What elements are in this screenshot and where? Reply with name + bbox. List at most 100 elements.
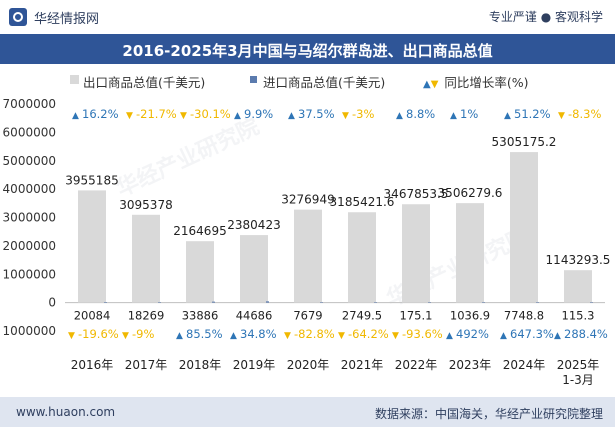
down-arrow-icon: ▼ <box>558 111 565 121</box>
footer-website: www.huaon.com <box>16 405 116 419</box>
export-value-label: 2164695 <box>173 224 226 238</box>
export-growth-label: 8.8% <box>406 107 435 121</box>
legend-export: 出口商品总值(千美元) <box>70 72 205 91</box>
export-value-label: 3095378 <box>119 198 172 212</box>
huajing-logo-icon <box>9 8 27 26</box>
export-bar <box>78 190 106 303</box>
y-tick-label: 3000000 <box>3 211 56 225</box>
import-bar <box>428 302 431 303</box>
down-arrow-icon: ▼ <box>180 111 187 121</box>
down-arrow-icon: ▼ <box>126 111 133 121</box>
down-arrow-icon: ▼ <box>338 331 345 341</box>
export-bar <box>186 241 214 303</box>
import-bar <box>482 302 485 303</box>
import-bar <box>104 302 107 303</box>
y-tick-label: 5000000 <box>3 154 56 168</box>
x-tick-label: 2024年 <box>503 358 546 372</box>
export-value-label: 3506279.6 <box>438 186 503 200</box>
export-value-label: 2380423 <box>227 218 280 232</box>
import-bar <box>374 302 377 303</box>
x-tick-label: 2025年 <box>557 358 600 372</box>
up-arrow-icon: ▲ <box>500 331 507 341</box>
up-arrow-icon: ▲ <box>176 331 183 341</box>
x-tick-label: 2019年 <box>233 358 276 372</box>
import-value-label: 7748.8 <box>504 309 544 323</box>
import-growth-label: 492% <box>456 327 489 341</box>
down-arrow-icon: ▼ <box>284 331 291 341</box>
x-tick-label: 2018年 <box>179 358 222 372</box>
legend-growth-label: 同比增长率(%) <box>444 75 529 90</box>
top-bar: 华经情报网 专业严谨 ● 客观科学 <box>0 0 615 34</box>
export-growth-label: 9.9% <box>244 107 273 121</box>
import-bar <box>158 302 161 303</box>
down-arrow-icon: ▼ <box>392 331 399 341</box>
import-growth-label: 85.5% <box>186 327 223 341</box>
import-growth-label: -93.6% <box>402 327 443 341</box>
up-arrow-icon: ▲ <box>72 111 79 121</box>
legend-import-label: 进口商品总值(千美元) <box>263 75 386 90</box>
y-tick-label: 7000000 <box>3 97 56 111</box>
down-arrow-icon: ▼ <box>122 331 129 341</box>
up-arrow-icon: ▲ <box>234 111 241 121</box>
export-value-label: 1143293.5 <box>546 253 611 267</box>
up-arrow-icon: ▲ <box>288 111 295 121</box>
import-bar <box>590 302 593 303</box>
export-swatch <box>70 75 79 84</box>
import-growth-label: -82.8% <box>294 327 335 341</box>
export-value-label: 5305175.2 <box>492 135 557 149</box>
y-tick-label: 1000000 <box>3 267 56 281</box>
import-growth-label: -19.6% <box>78 327 119 341</box>
export-bar <box>240 235 268 303</box>
legend-import: 进口商品总值(千美元) <box>250 72 385 91</box>
import-value-label: 20084 <box>74 309 111 323</box>
import-bar <box>212 301 215 303</box>
export-growth-label: 51.2% <box>514 107 551 121</box>
legend-export-label: 出口商品总值(千美元) <box>83 75 206 90</box>
export-bar <box>510 152 538 303</box>
up-arrow-icon: ▲ <box>423 79 431 90</box>
import-value-label: 115.3 <box>562 309 595 323</box>
export-value-label: 3467853.5 <box>384 187 449 201</box>
export-bar <box>402 204 430 303</box>
import-value-label: 44686 <box>236 309 273 323</box>
import-bar <box>266 301 269 303</box>
import-growth-label: 288.4% <box>564 327 608 341</box>
down-arrow-icon: ▼ <box>68 331 75 341</box>
export-bar <box>348 212 376 303</box>
x-tick-label: 2017年 <box>125 358 168 372</box>
up-arrow-icon: ▲ <box>504 111 511 121</box>
export-value-label: 3955185 <box>65 173 118 187</box>
export-bar <box>456 203 484 303</box>
x-tick-label: 2023年 <box>449 358 492 372</box>
import-value-label: 18269 <box>128 309 165 323</box>
chart-title: 2016-2025年3月中国与马绍尔群岛进、出口商品总值 <box>122 42 493 60</box>
up-arrow-icon: ▲ <box>450 111 457 121</box>
footer-source: 数据来源：中国海关，华经产业研究院整理 <box>374 407 603 421</box>
import-value-label: 2749.5 <box>342 309 382 323</box>
export-value-label: 3185421.6 <box>330 195 395 209</box>
export-bar <box>294 209 322 303</box>
export-bar <box>564 270 592 303</box>
x-tick-label: 2021年 <box>341 358 384 372</box>
brand-name: 华经情报网 <box>34 12 100 27</box>
export-growth-label: -8.3% <box>568 107 601 121</box>
up-arrow-icon: ▲ <box>230 331 237 341</box>
y-tick-label: 6000000 <box>3 125 56 139</box>
export-growth-label: 1% <box>460 107 478 121</box>
down-arrow-icon: ▼ <box>430 79 439 90</box>
up-arrow-icon: ▲ <box>396 111 403 121</box>
import-bar <box>320 302 323 303</box>
import-value-label: 33886 <box>182 309 219 323</box>
export-value-label: 3276949 <box>281 193 334 207</box>
x-tick-label: 2020年 <box>287 358 330 372</box>
export-growth-label: -3% <box>352 107 374 121</box>
export-growth-label: -21.7% <box>136 107 177 121</box>
y-tick-label: 1000000 <box>3 324 56 338</box>
export-growth-label: 37.5% <box>298 107 335 121</box>
title-bar: 2016-2025年3月中国与马绍尔群岛进、出口商品总值 <box>0 34 615 64</box>
footer: www.huaon.com 数据来源：中国海关，华经产业研究院整理 <box>0 397 615 427</box>
chart-area: 7000000 6000000 5000000 4000000 3000000 20000… <box>3 97 611 387</box>
y-tick-label: 2000000 <box>3 239 56 253</box>
import-growth-label: 647.3% <box>510 327 554 341</box>
import-growth-label: 34.8% <box>240 327 277 341</box>
